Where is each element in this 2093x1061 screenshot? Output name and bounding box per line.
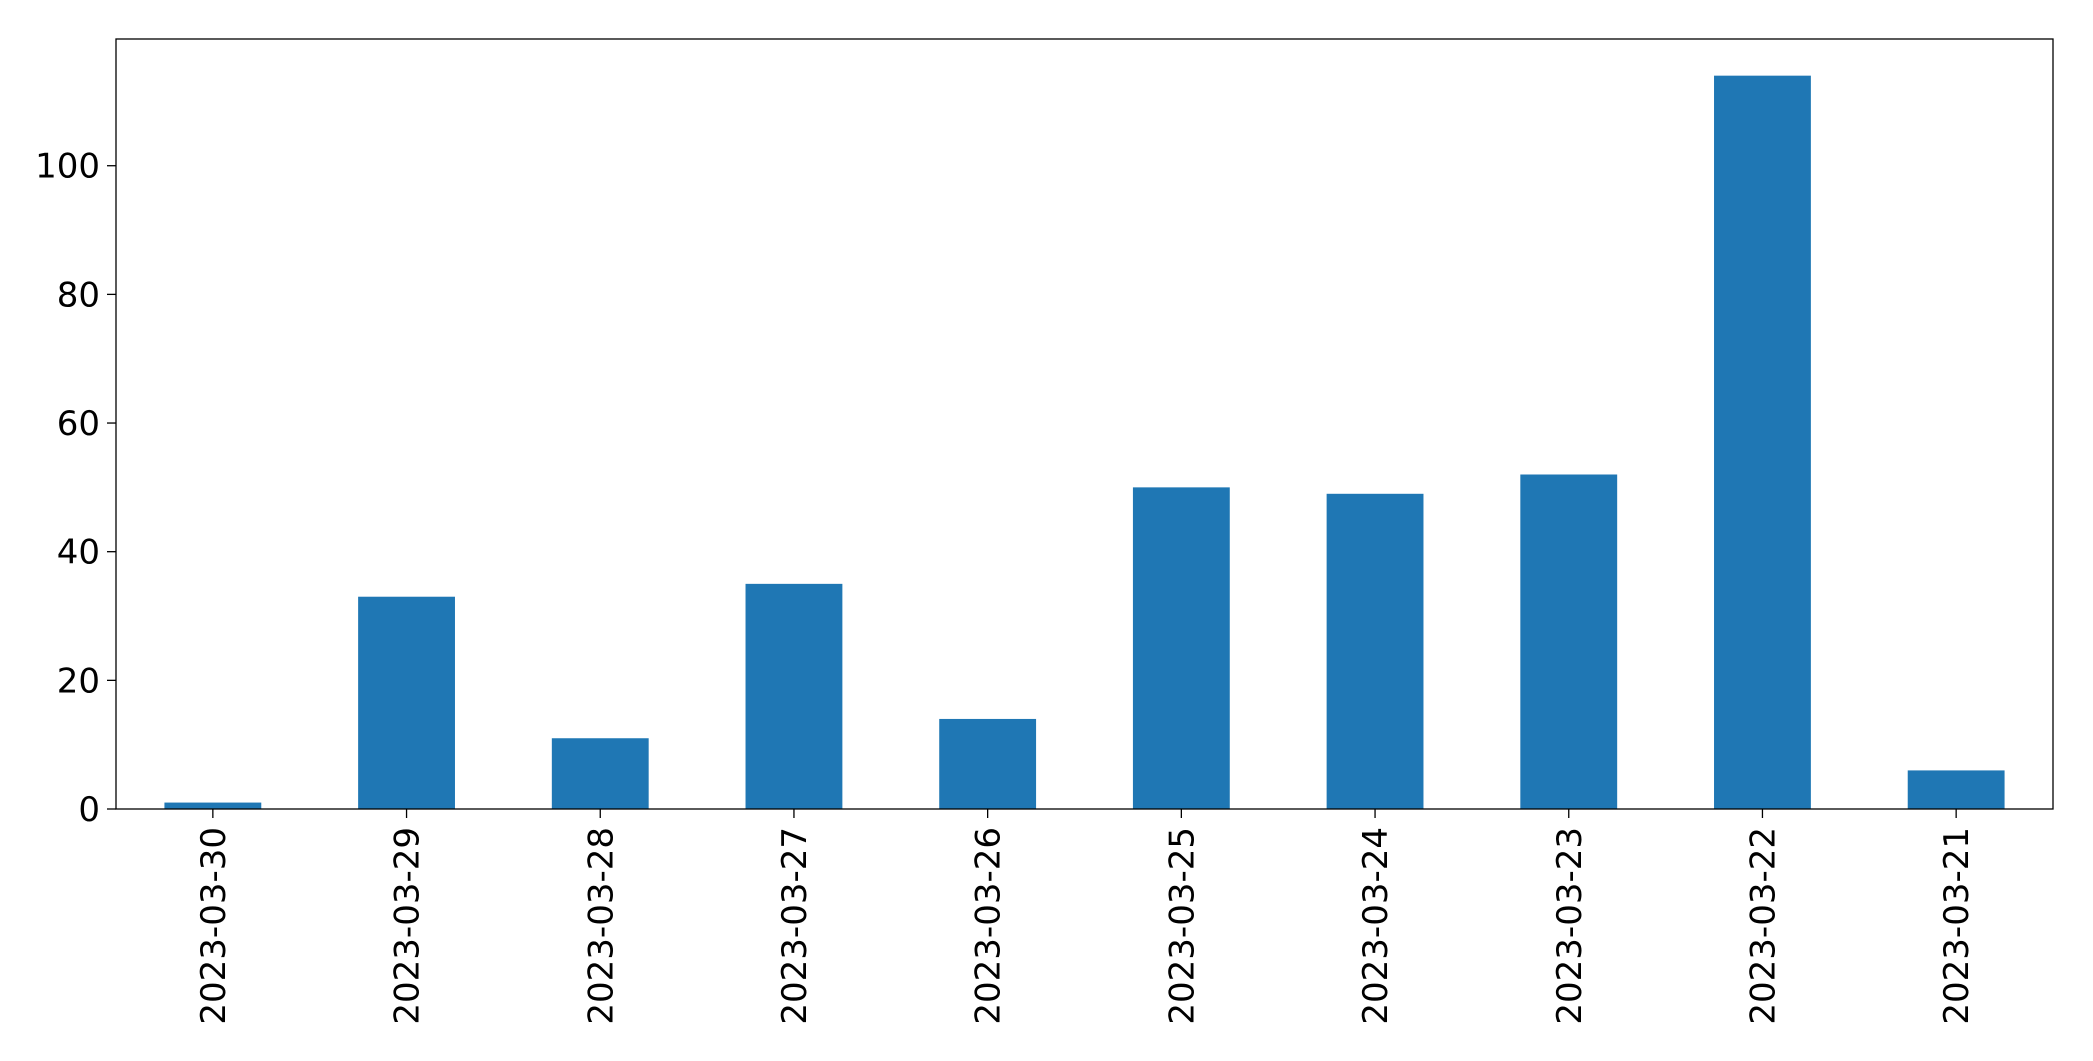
x-tick-label: 2023-03-22 [1743, 827, 1783, 1025]
y-tick-label: 100 [35, 147, 100, 187]
bar [551, 738, 649, 809]
axes-frame [115, 38, 2054, 810]
bar [358, 596, 455, 809]
y-tick-label: 20 [57, 661, 100, 701]
bar [939, 718, 1037, 809]
x-tick-label: 2023-03-24 [1356, 827, 1396, 1025]
bar [745, 583, 843, 809]
bar [1520, 474, 1618, 809]
x-tick-label: 2023-03-26 [969, 827, 1009, 1025]
y-tick-label: 40 [57, 533, 100, 573]
y-tick-label: 80 [57, 275, 100, 315]
x-tick-label: 2023-03-27 [775, 827, 815, 1025]
bar [1714, 75, 1811, 809]
bar [164, 802, 262, 809]
bar [1326, 493, 1424, 809]
x-tick-label: 2023-03-29 [388, 827, 428, 1025]
bar [1907, 770, 2005, 809]
x-tick-label: 2023-03-25 [1162, 827, 1202, 1025]
bar [1132, 487, 1230, 809]
y-tick-label: 60 [57, 404, 100, 444]
x-tick-label: 2023-03-28 [581, 827, 621, 1025]
x-tick-label: 2023-03-30 [194, 827, 234, 1025]
y-tick-label: 0 [78, 790, 100, 830]
x-tick-label: 2023-03-23 [1550, 827, 1590, 1025]
x-tick-label: 2023-03-21 [1937, 827, 1977, 1025]
